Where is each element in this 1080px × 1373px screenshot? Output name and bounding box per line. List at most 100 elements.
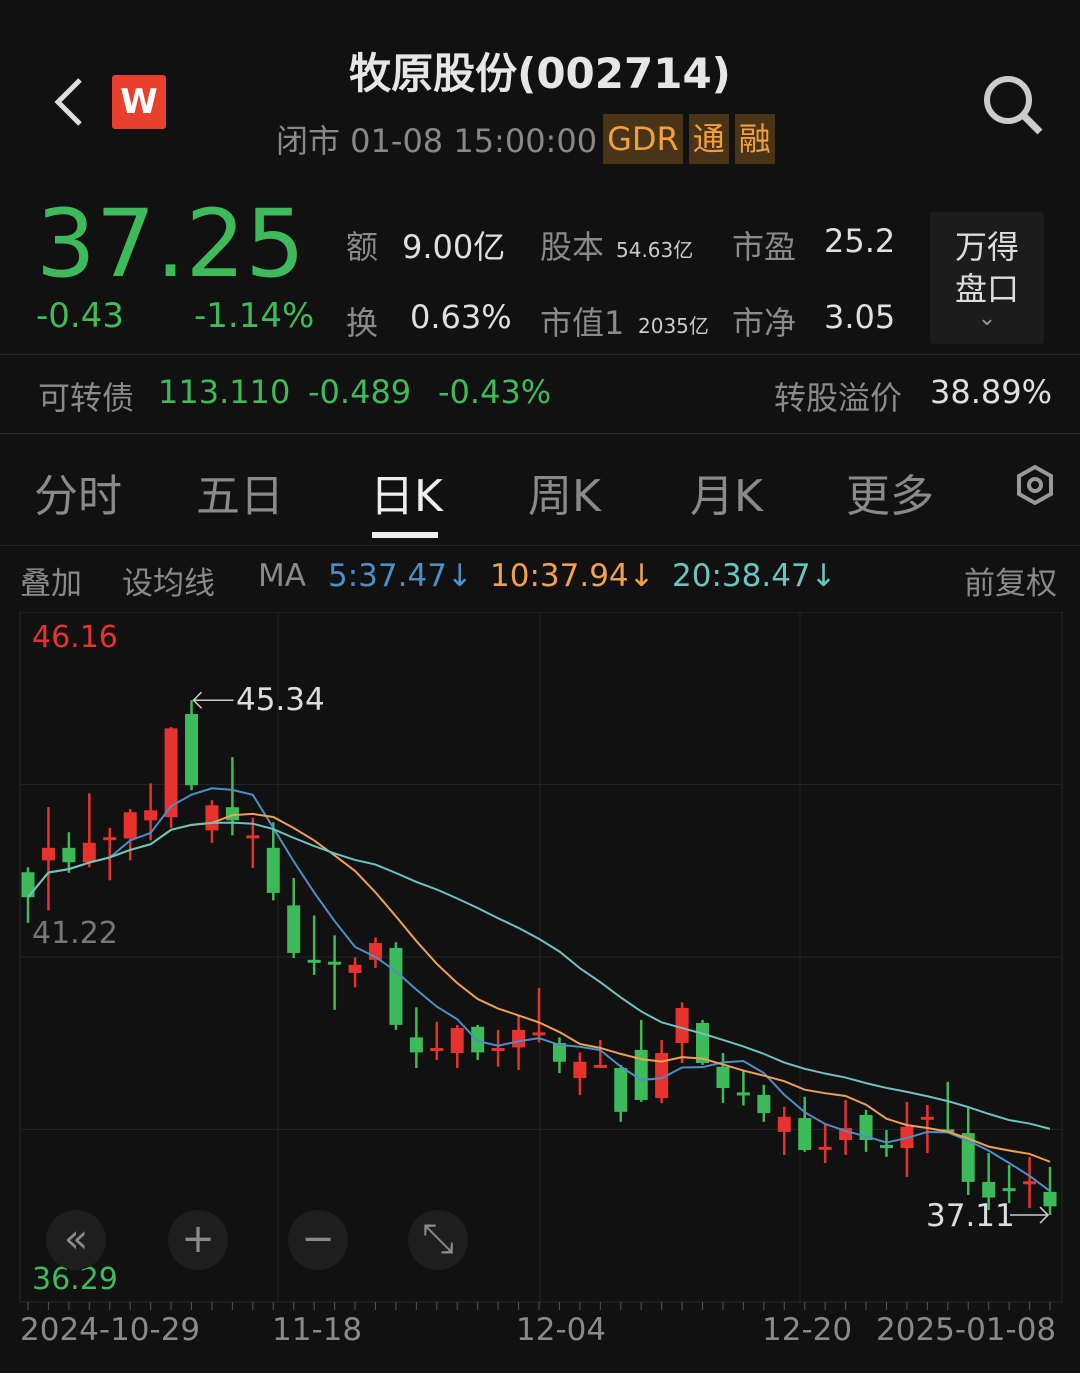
bond-price: 113.110 — [158, 373, 291, 411]
candle-down — [982, 1181, 996, 1198]
stat-value-pe: 25.2 — [824, 222, 896, 260]
candle-up — [123, 812, 137, 839]
settings-icon[interactable] — [1014, 464, 1056, 506]
stat-label-pb: 市净 — [732, 304, 797, 342]
x-label: 2024-10-29 — [20, 1312, 201, 1348]
candle-down — [716, 1066, 730, 1089]
candle-down — [409, 1037, 423, 1053]
candle-down — [859, 1114, 873, 1140]
stat-value-mktcap: 2035亿 — [638, 314, 709, 338]
candle-down — [614, 1068, 628, 1112]
status-bar — [0, 0, 1080, 6]
wind-label-1: 万得 — [954, 228, 1019, 266]
candle-up — [839, 1128, 853, 1140]
overlay-button[interactable]: 叠加 — [20, 566, 82, 602]
ma5-value: 5:37.47↓ — [328, 558, 473, 594]
stat-label-mktcap: 市值1 — [540, 304, 625, 342]
convertible-bond-row[interactable]: 可转债 113.110 -0.489 -0.43% 转股溢价 38.89% — [0, 354, 1080, 434]
candle-up — [777, 1116, 791, 1132]
tag-margin[interactable]: 融 — [734, 114, 775, 164]
candle-up — [164, 728, 178, 818]
candle-down — [266, 847, 280, 893]
candle-up — [41, 847, 55, 861]
stat-value-pb: 3.05 — [824, 298, 896, 336]
search-icon[interactable] — [982, 74, 1044, 136]
market-status: 闭市 01-08 15:00:00 GDR 通 融 — [276, 114, 775, 164]
candle-up — [103, 837, 117, 841]
candle-up — [450, 1028, 464, 1054]
candle-up — [205, 805, 219, 831]
candle-up — [573, 1061, 587, 1079]
candle-up — [82, 842, 96, 863]
stat-label-pe: 市盈 — [732, 228, 797, 266]
last-price: 37.25 — [36, 190, 306, 299]
ma10-line — [27, 812, 1051, 1163]
candle-down — [961, 1133, 975, 1182]
stat-value-turnover: 0.63% — [410, 298, 512, 336]
candle-down — [634, 1049, 648, 1100]
tab-intraday[interactable]: 分时 — [34, 471, 122, 522]
tag-connect[interactable]: 通 — [688, 114, 729, 164]
stat-label-turnover: 换 — [346, 304, 379, 342]
wind-orderbook-button[interactable]: 万得 盘口 ⌄ — [930, 212, 1044, 344]
stat-value-amount: 9.00亿 — [402, 228, 506, 266]
candle-up — [246, 835, 260, 839]
stat-value-shares: 54.63亿 — [616, 238, 694, 262]
candle-up — [491, 1048, 505, 1052]
tag-gdr[interactable]: GDR — [603, 114, 683, 164]
axis-mid-label: 41.22 — [32, 916, 118, 951]
stat-label-shares: 股本 — [540, 228, 605, 266]
ma20-line — [27, 821, 1051, 1130]
candle-down — [879, 1144, 893, 1149]
stat-label-amount: 额 — [346, 228, 379, 266]
double-chevron-left-icon[interactable]: « — [46, 1210, 106, 1270]
candle-up — [144, 810, 158, 821]
candle-down — [307, 959, 321, 963]
chevron-down-icon: ⌄ — [977, 306, 997, 331]
premium-label: 转股溢价 — [774, 379, 903, 417]
candle-up — [532, 1032, 546, 1036]
low-arrow — [1039, 1206, 1050, 1224]
candle-down — [21, 872, 35, 898]
candle-down — [287, 905, 301, 953]
candle-down — [798, 1118, 812, 1150]
candle-up — [675, 1007, 689, 1044]
candle-down — [471, 1026, 485, 1053]
bond-change: -0.489 — [308, 373, 412, 411]
ma-label: MA — [258, 558, 306, 594]
candlestick-chart[interactable] — [0, 612, 1080, 1312]
minus-icon[interactable]: − — [288, 1210, 348, 1270]
x-label: 12-20 — [762, 1312, 853, 1348]
tab-daily-k[interactable]: 日K — [370, 471, 443, 522]
candle-up — [593, 1064, 607, 1068]
set-ma-button[interactable]: 设均线 — [122, 566, 215, 602]
tab-weekly-k[interactable]: 周K — [528, 471, 601, 522]
tab-five-day[interactable]: 五日 — [196, 471, 284, 522]
adjust-button[interactable]: 前复权 — [964, 566, 1057, 602]
candle-down — [225, 807, 239, 821]
candle-up — [655, 1053, 669, 1099]
candle-down — [757, 1094, 771, 1114]
candle-down — [1002, 1188, 1016, 1192]
candle-down — [736, 1092, 750, 1096]
plus-icon[interactable]: + — [168, 1210, 228, 1270]
candle-down — [1043, 1191, 1057, 1207]
candle-down — [552, 1043, 566, 1062]
tab-more[interactable]: 更多 — [846, 471, 934, 522]
candle-down — [389, 947, 403, 1025]
back-arrow-icon[interactable] — [50, 72, 90, 132]
ma20-value: 20:38.47↓ — [672, 558, 837, 594]
candle-up — [818, 1146, 832, 1150]
tab-monthly-k[interactable]: 月K — [690, 471, 763, 522]
price-change: -0.43 — [36, 296, 124, 336]
bond-change-pct: -0.43% — [438, 373, 552, 411]
expand-icon[interactable]: ⤡ — [408, 1210, 468, 1270]
ma5-line — [27, 787, 1051, 1192]
ma10-value: 10:37.94↓ — [490, 558, 655, 594]
x-label: 12-04 — [516, 1312, 607, 1348]
app-logo: W — [112, 75, 166, 129]
active-tab-indicator — [372, 532, 438, 538]
ma-bar: 叠加 设均线 MA 5:37.47↓ 10:37.94↓ 20:38.47↓ 前… — [0, 545, 1080, 608]
price-change-pct: -1.14% — [194, 296, 315, 336]
candle-up — [348, 964, 362, 973]
